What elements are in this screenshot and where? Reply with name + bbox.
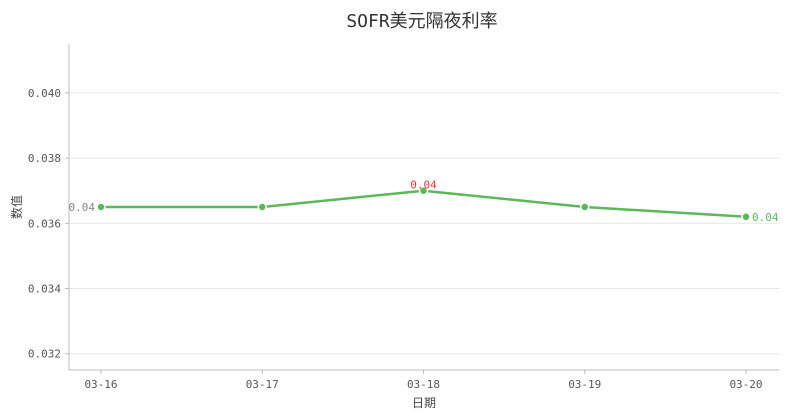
y-axis-label: 数值 [9,195,24,219]
y-tick-label: 0.036 [28,217,61,230]
y-tick-label: 0.034 [28,283,61,296]
max-value-label: 0.04 [410,179,437,192]
series-layer [96,185,751,222]
end-value-label: 0.04 [752,211,779,224]
chart-title: SOFR美元隔夜利率 [346,11,497,32]
x-axis-ticks: 03-16 03-17 03-18 03-19 03-20 [84,370,763,391]
x-tick-label: 03-18 [407,378,440,391]
x-tick-label: 03-19 [568,378,601,391]
y-tick-label: 0.032 [28,348,61,361]
annotation-layer: 0.04 0.04 0.04 [69,179,779,224]
data-point [418,185,429,196]
data-point [257,202,267,212]
grid-lines [69,92,779,355]
y-axis-ticks: 0.032 0.034 0.036 0.038 0.040 [28,87,69,361]
start-value-label: 0.04 [69,201,96,214]
y-tick-label: 0.040 [28,87,61,100]
x-tick-label: 03-16 [84,378,117,391]
data-point [580,202,590,212]
x-tick-label: 03-20 [729,378,762,391]
data-point [741,212,751,222]
data-point [96,202,106,212]
x-axis-label: 日期 [412,396,436,410]
x-tick-label: 03-17 [246,378,279,391]
y-tick-label: 0.038 [28,152,61,165]
